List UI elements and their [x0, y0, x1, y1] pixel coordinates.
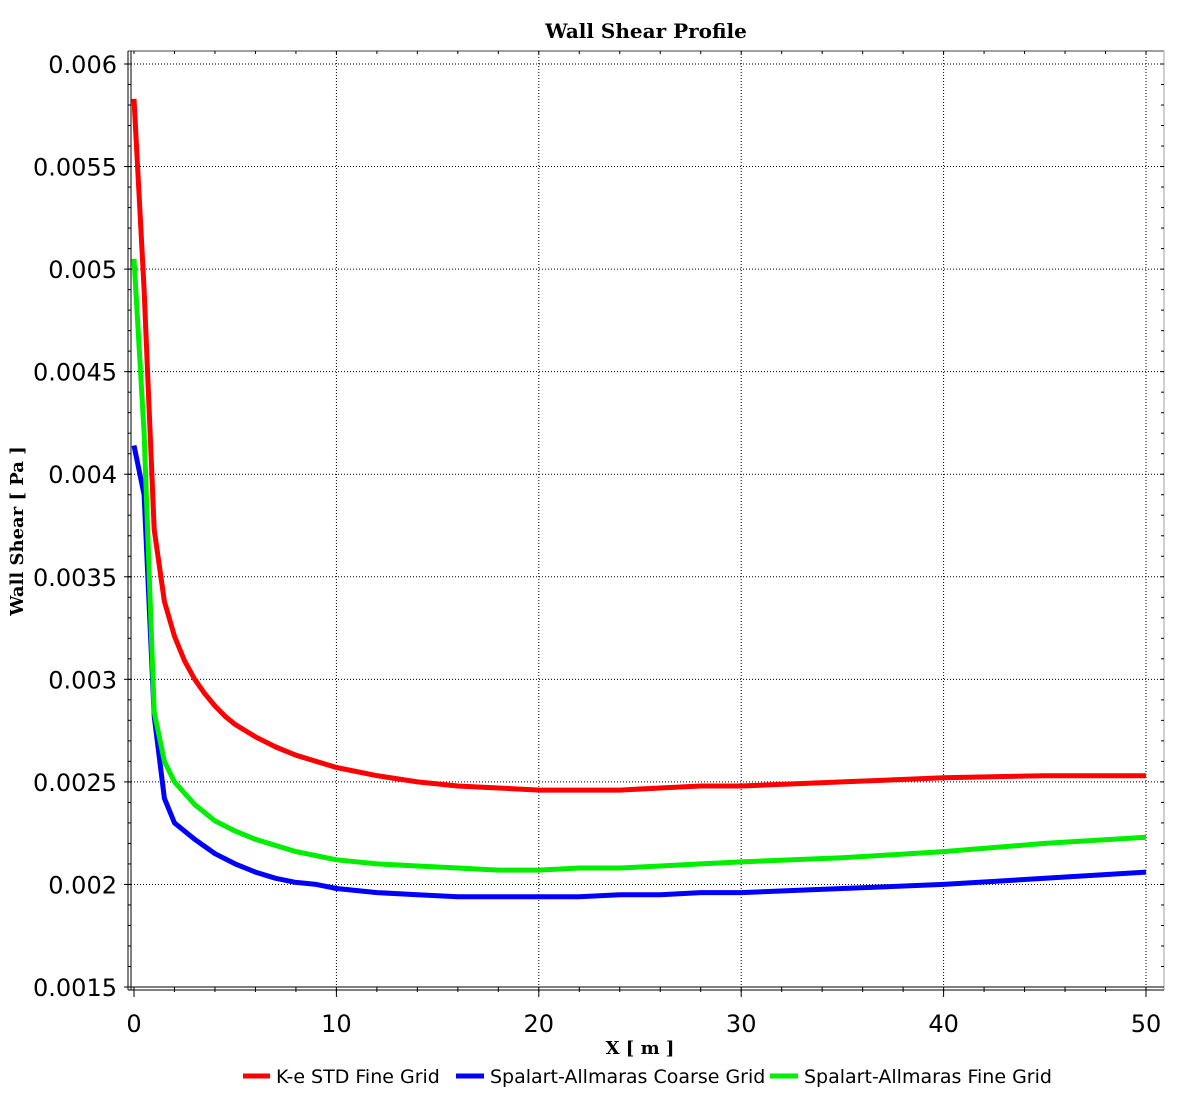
- y-axis-label: Wall Shear [ Pa ]: [7, 446, 28, 617]
- minor-tick-layer: [124, 51, 1164, 997]
- y-tick-label: 0.003: [48, 666, 117, 694]
- x-tick-label: 50: [1131, 1010, 1162, 1038]
- y-tick-label: 0.005: [48, 256, 117, 284]
- x-tick-label: 20: [524, 1010, 555, 1038]
- legend-label-1: K-e STD Fine Grid: [276, 1066, 440, 1088]
- series-line-2: [131, 444, 1147, 900]
- y-tick-label: 0.0015: [33, 974, 117, 1002]
- series-layer: [131, 98, 1147, 900]
- legend: K-e STD Fine Grid Spalart-Allmaras Coarse…: [243, 1066, 1052, 1088]
- y-tick-labels: 0.006 0.0055 0.005 0.0045 0.004 0.0035 0.003 0.…: [33, 51, 117, 1002]
- y-tick-label: 0.002: [48, 871, 117, 899]
- y-tick-label: 0.006: [48, 51, 117, 79]
- series-line-1: [131, 98, 1146, 793]
- x-tick-label: 30: [726, 1010, 757, 1038]
- grid-layer: [131, 51, 1164, 990]
- y-tick-label: 0.0035: [33, 564, 117, 592]
- x-tick-labels: 0 10 20 30 40 50: [126, 1010, 1161, 1038]
- y-tick-label: 0.0045: [33, 359, 117, 387]
- x-tick-label: 10: [321, 1010, 352, 1038]
- y-tick-label: 0.004: [48, 461, 117, 489]
- legend-label-3: Spalart-Allmaras Fine Grid: [804, 1066, 1052, 1088]
- series-line-3: [131, 258, 1147, 873]
- chart-title: Wall Shear Profile: [544, 19, 747, 43]
- x-tick-label: 0: [126, 1010, 141, 1038]
- y-tick-label: 0.0025: [33, 769, 117, 797]
- y-tick-label: 0.0055: [33, 154, 117, 182]
- legend-label-2: Spalart-Allmaras Coarse Grid: [490, 1066, 765, 1088]
- x-axis-label: X [ m ]: [606, 1038, 675, 1059]
- x-tick-label: 40: [928, 1010, 959, 1038]
